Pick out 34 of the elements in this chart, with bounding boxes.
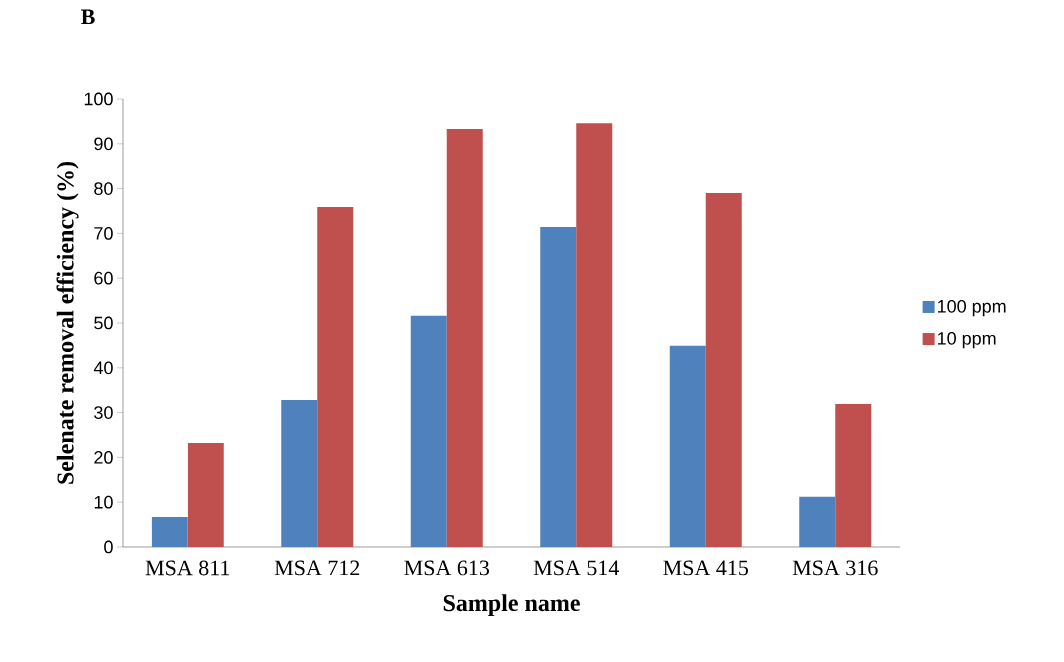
- y-tick-label: 30: [94, 406, 113, 419]
- bar: [317, 206, 354, 547]
- x-tick-label: MSA 316: [792, 560, 878, 576]
- bar: [540, 227, 577, 547]
- x-axis-title: Sample name: [443, 594, 580, 617]
- bar: [151, 516, 188, 547]
- x-tick-label: MSA 415: [663, 560, 748, 576]
- y-tick-label: 80: [94, 182, 113, 195]
- y-tick-label: 20: [94, 451, 113, 464]
- legend-label: 10 ppm: [938, 331, 996, 349]
- x-tick-label: MSA 613: [404, 560, 489, 576]
- y-tick-label: 70: [94, 227, 113, 240]
- bar: [835, 404, 872, 547]
- bar: [799, 496, 836, 547]
- legend-label: 100 ppm: [938, 299, 1006, 317]
- y-tick-label: 90: [94, 137, 113, 151]
- x-tick-label: MSA 514: [533, 560, 619, 576]
- y-tick-label: 40: [93, 361, 113, 375]
- x-tick-label: MSA 811: [145, 560, 230, 576]
- y-tick-label: 0: [104, 540, 113, 554]
- bar: [705, 193, 742, 547]
- y-tick-label: 60: [94, 271, 113, 285]
- y-axis-title: Selenate removal efficiency (%): [56, 161, 79, 484]
- bar: [187, 443, 224, 547]
- bar: [669, 345, 706, 547]
- bar: [281, 400, 318, 547]
- bar: [576, 123, 613, 547]
- bar: [446, 129, 483, 547]
- bar: [410, 315, 447, 547]
- chart-title: B: [81, 9, 95, 25]
- x-tick-label: MSA 712: [274, 560, 360, 576]
- y-tick-label: 50: [94, 316, 113, 330]
- y-tick-label: 10: [94, 495, 113, 509]
- y-tick-label: 100: [84, 92, 113, 106]
